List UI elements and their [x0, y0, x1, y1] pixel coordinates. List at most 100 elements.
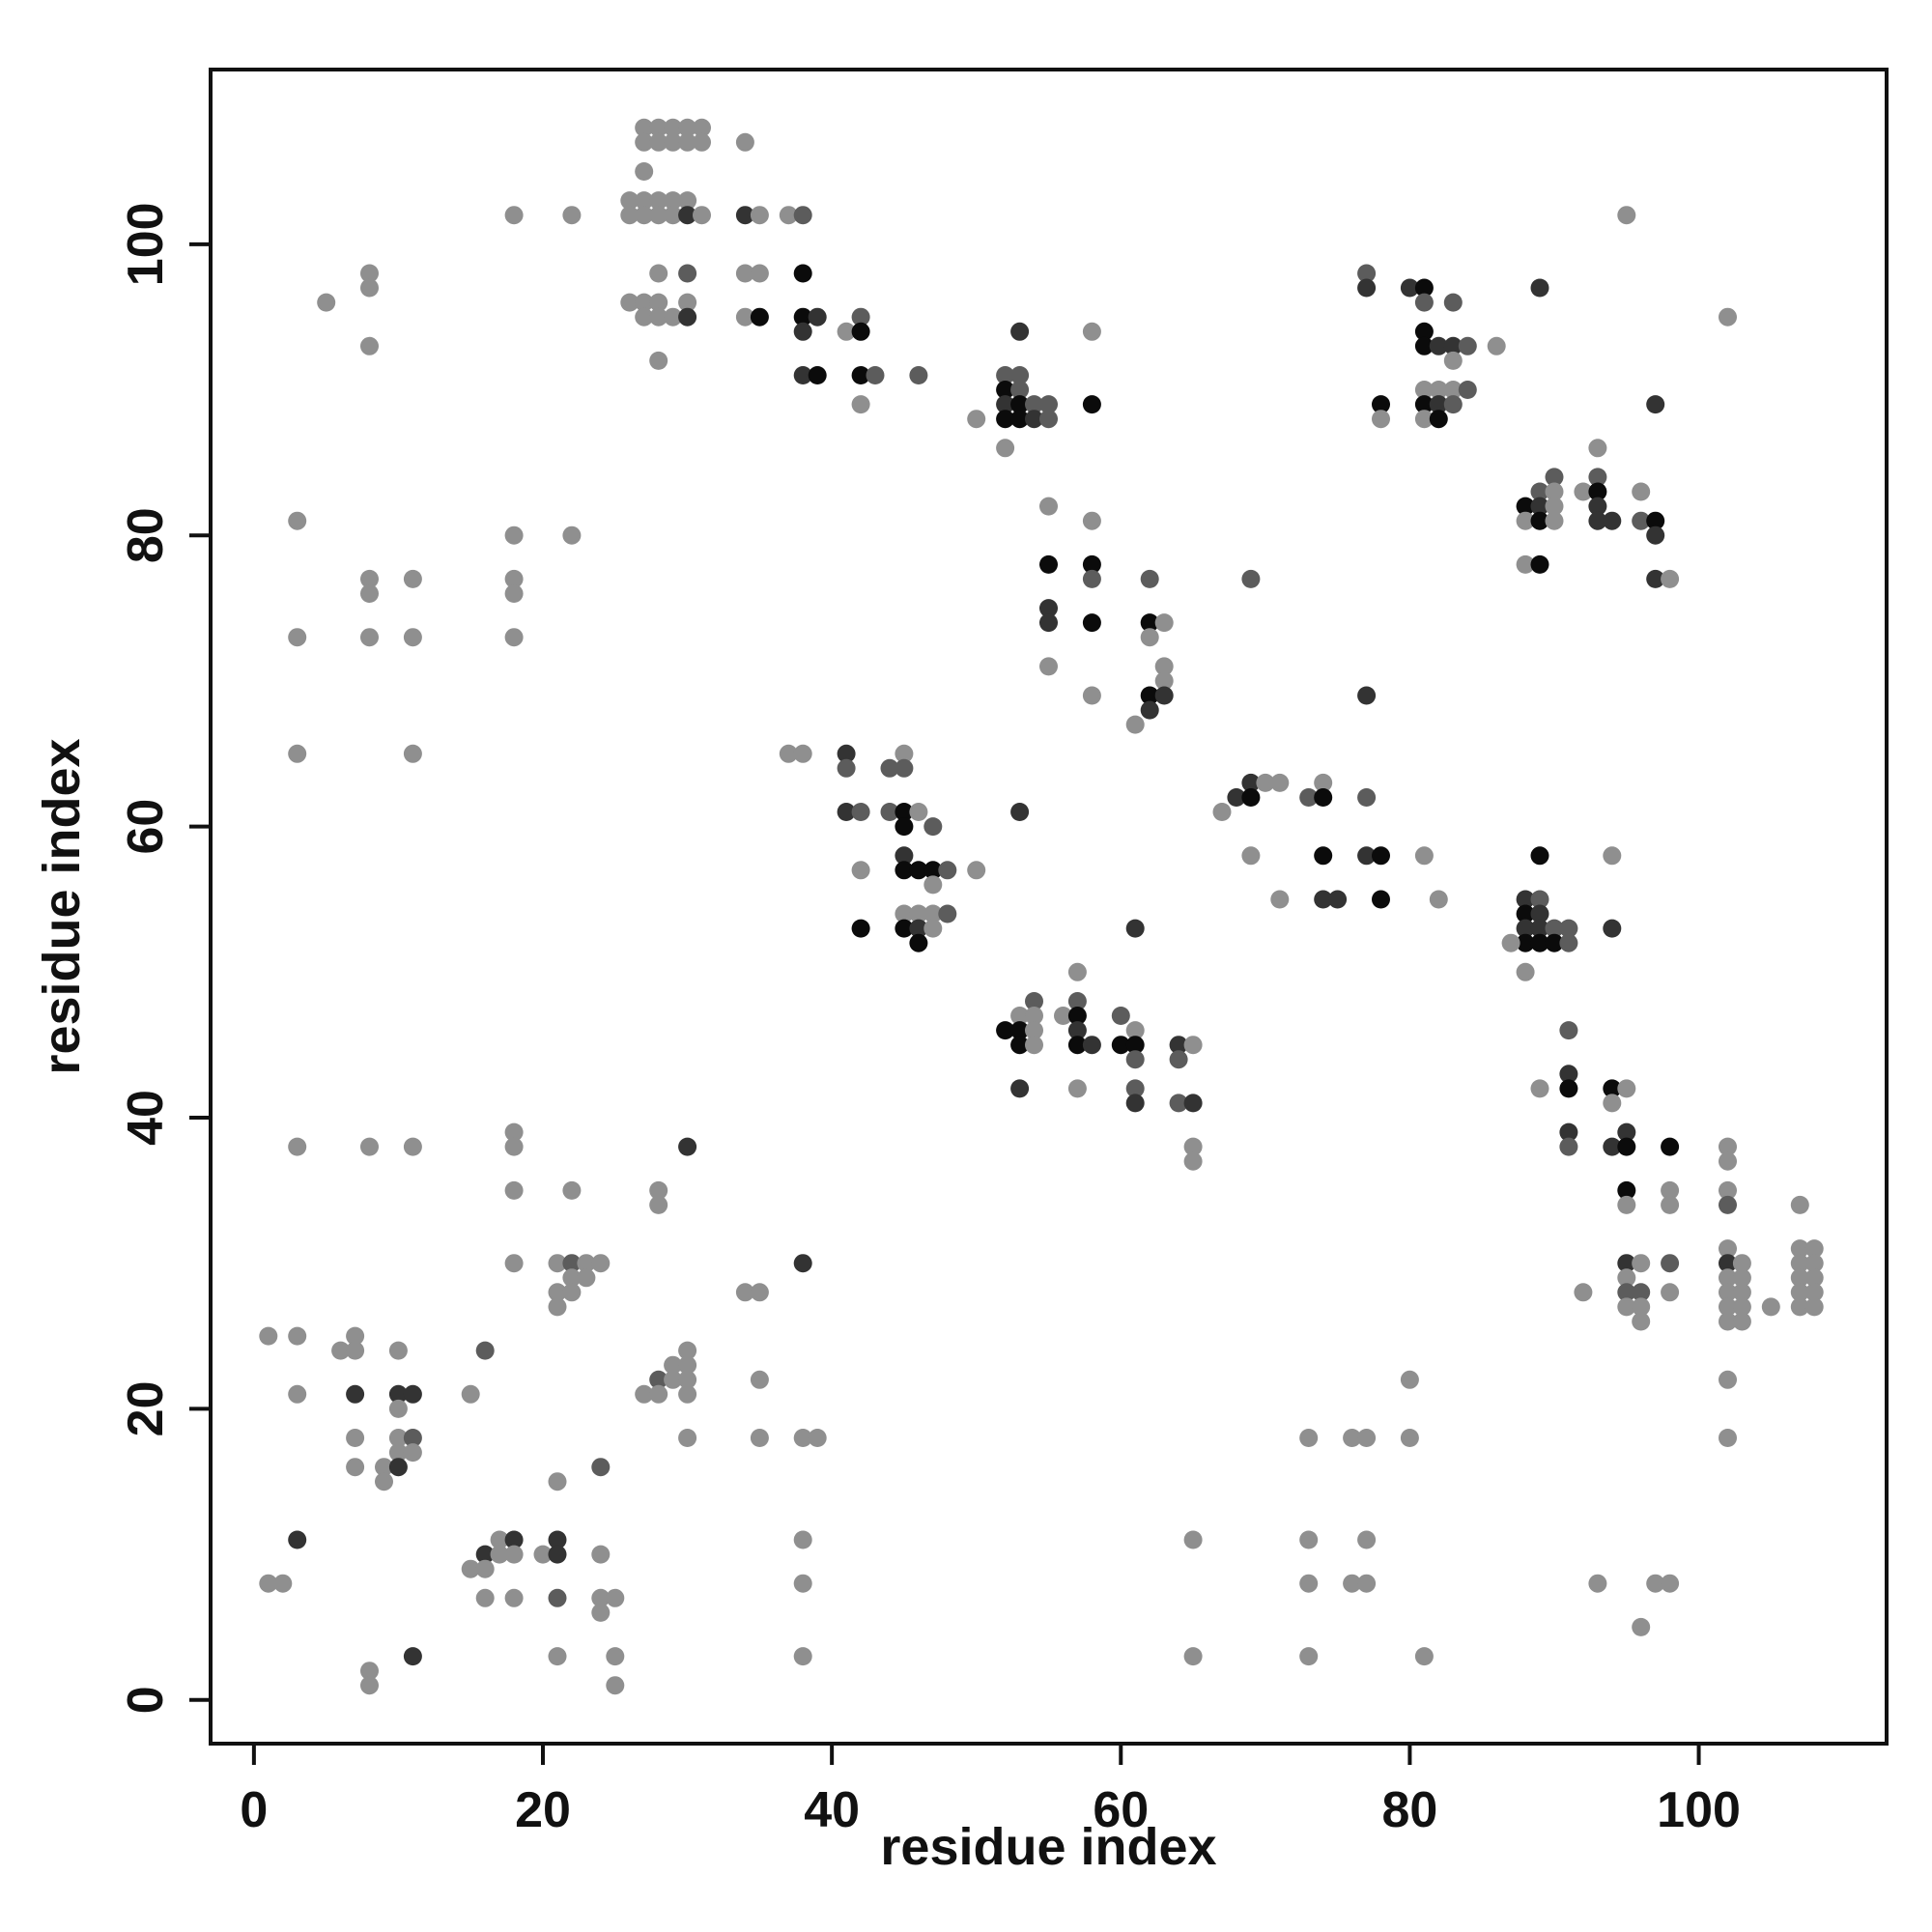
- data-point: [1516, 962, 1535, 981]
- data-point: [360, 584, 379, 603]
- data-point: [1227, 788, 1246, 807]
- data-point: [1790, 1268, 1809, 1288]
- y-tick-label: 20: [118, 1380, 174, 1436]
- data-point: [635, 293, 654, 312]
- data-point: [1343, 1429, 1362, 1447]
- data-point: [1357, 1574, 1377, 1593]
- data-point: [967, 410, 986, 429]
- data-point: [1617, 1268, 1636, 1288]
- data-point: [1372, 890, 1390, 909]
- data-point: [750, 206, 769, 225]
- data-point: [750, 1370, 769, 1389]
- data-point: [1082, 554, 1101, 574]
- data-point: [1516, 904, 1535, 923]
- data-point: [548, 1588, 567, 1607]
- data-point: [1530, 554, 1549, 574]
- data-point: [346, 1326, 365, 1346]
- data-point: [504, 584, 524, 603]
- data-point: [735, 264, 754, 283]
- data-point: [1372, 410, 1390, 429]
- data-point: [967, 861, 986, 880]
- data-point: [1025, 410, 1043, 429]
- data-point: [504, 1530, 524, 1549]
- data-point: [1067, 1007, 1087, 1025]
- x-tick-label: 0: [240, 1782, 268, 1838]
- data-point: [360, 1662, 379, 1681]
- data-point: [1632, 1617, 1651, 1636]
- y-tick-label: 60: [118, 799, 174, 855]
- data-point: [735, 307, 754, 327]
- data-point: [504, 569, 524, 588]
- data-point: [1125, 715, 1145, 734]
- data-point: [548, 1530, 567, 1549]
- data-point: [909, 861, 928, 880]
- data-point: [1414, 293, 1434, 312]
- data-point: [1241, 569, 1261, 588]
- data-point: [1140, 613, 1159, 633]
- data-point: [1574, 482, 1593, 501]
- data-point: [649, 1195, 668, 1214]
- data-point: [1039, 410, 1058, 429]
- data-point: [880, 803, 899, 821]
- data-point: [1025, 1021, 1043, 1040]
- data-point: [1530, 933, 1549, 952]
- data-point: [793, 264, 812, 283]
- data-point: [1632, 1283, 1651, 1302]
- data-point: [360, 278, 379, 298]
- data-point: [403, 744, 422, 763]
- data-point: [1082, 686, 1101, 705]
- data-point: [1790, 1283, 1809, 1302]
- data-point: [851, 307, 870, 327]
- data-point: [606, 1647, 625, 1666]
- data-point: [1039, 657, 1058, 676]
- data-point: [1067, 1079, 1087, 1098]
- data-point: [504, 1588, 524, 1607]
- data-point: [346, 1341, 365, 1360]
- data-point: [1299, 1574, 1319, 1593]
- data-point: [1067, 962, 1087, 981]
- data-point: [923, 919, 943, 938]
- data-point: [895, 904, 914, 923]
- data-point: [1443, 336, 1463, 355]
- data-point: [1719, 1239, 1737, 1259]
- data-point: [1719, 1195, 1737, 1214]
- data-point: [1804, 1297, 1824, 1317]
- data-point: [895, 744, 914, 763]
- data-point: [1241, 846, 1261, 866]
- data-point: [591, 1458, 611, 1477]
- data-point: [664, 118, 683, 137]
- x-tick-label: 100: [1657, 1782, 1741, 1838]
- data-point: [1530, 890, 1549, 909]
- data-point: [403, 628, 422, 647]
- data-point: [1632, 511, 1651, 530]
- data-point: [1516, 933, 1535, 952]
- data-point: [678, 118, 697, 137]
- data-point: [678, 264, 697, 283]
- data-point: [635, 118, 654, 137]
- x-tick-label: 80: [1382, 1782, 1438, 1838]
- data-point: [1010, 381, 1030, 399]
- data-point: [793, 307, 812, 327]
- data-point: [808, 1429, 827, 1447]
- data-point: [996, 395, 1015, 414]
- data-point: [475, 1559, 495, 1578]
- data-point: [1125, 1094, 1145, 1113]
- data-point: [548, 1545, 567, 1564]
- data-point: [793, 322, 812, 341]
- data-point: [1270, 890, 1290, 909]
- data-point: [1414, 278, 1434, 298]
- data-point: [259, 1574, 278, 1593]
- data-point: [388, 1384, 408, 1404]
- data-point: [403, 569, 422, 588]
- data-point: [649, 1370, 668, 1389]
- data-point: [1588, 482, 1607, 501]
- data-point: [693, 118, 711, 137]
- data-point: [1372, 846, 1390, 866]
- data-point: [1082, 569, 1101, 588]
- data-point: [649, 1384, 668, 1404]
- data-point: [851, 861, 870, 880]
- data-point: [895, 803, 914, 821]
- data-point: [1732, 1254, 1751, 1273]
- data-point: [1125, 1050, 1145, 1069]
- data-point: [1067, 992, 1087, 1010]
